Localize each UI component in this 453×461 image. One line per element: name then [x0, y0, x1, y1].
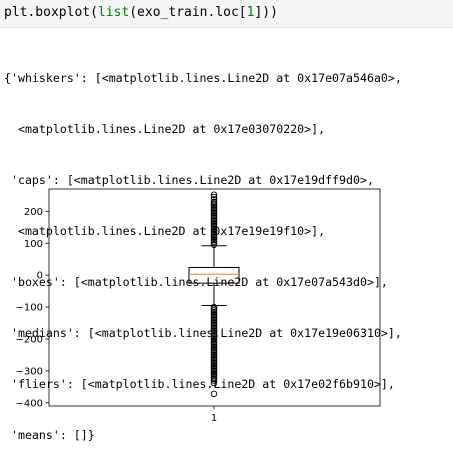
box [188, 267, 240, 284]
flier-point [210, 377, 218, 384]
y-tick-label: −300 [16, 366, 43, 377]
x-axis: 1 [211, 406, 217, 424]
y-tick-label: 0 [37, 271, 43, 282]
output-line: <matplotlib.lines.Line2D at 0x17e0307022… [4, 122, 326, 136]
code-prefix: plt.boxplot( [4, 5, 98, 20]
flier-point [210, 195, 218, 203]
plot-frame [48, 188, 381, 407]
code-func: list [97, 5, 130, 20]
code-line[interactable]: plt.boxplot(list(exo_train.loc[1])) [4, 5, 278, 20]
output-line: 'means': []} [4, 428, 95, 442]
boxplot-marks [188, 191, 240, 398]
x-tick-label: 1 [211, 413, 217, 424]
flier-point [210, 379, 218, 387]
output-line: 'boxes': [<matplotlib.lines.Line2D at 0x… [4, 275, 388, 289]
flier-point [210, 193, 218, 201]
y-tick-label: 200 [24, 207, 43, 218]
code-index: 1 [246, 5, 255, 20]
code-suffix: ])) [254, 5, 278, 20]
output-line: {'whiskers': [<matplotlib.lines.Line2D a… [4, 71, 402, 85]
code-middle: (exo_train.loc[ [129, 5, 247, 20]
flier-point [210, 390, 218, 398]
y-tick-label: −100 [16, 303, 43, 314]
y-axis: 200 100 0 −100 −200 −300 −400 [16, 207, 49, 409]
output-line: 'caps': [<matplotlib.lines.Line2D at 0x1… [4, 173, 374, 187]
output-line: 'medians': [<matplotlib.lines.Line2D at … [4, 326, 402, 340]
y-tick-label: −400 [16, 398, 43, 409]
boxplot-chart: 200 100 0 −100 −200 −300 −400 1 [16, 188, 381, 424]
output-line: <matplotlib.lines.Line2D at 0x17e19e19f1… [4, 224, 326, 238]
cell-output: {'whiskers': [<matplotlib.lines.Line2D a… [4, 36, 402, 461]
y-tick-label: 100 [24, 239, 43, 250]
code-cell[interactable]: plt.boxplot(list(exo_train.loc[1])) [0, 0, 453, 28]
flier-point [210, 191, 218, 198]
y-tick-label: −200 [16, 334, 43, 345]
flier-point [210, 198, 218, 206]
